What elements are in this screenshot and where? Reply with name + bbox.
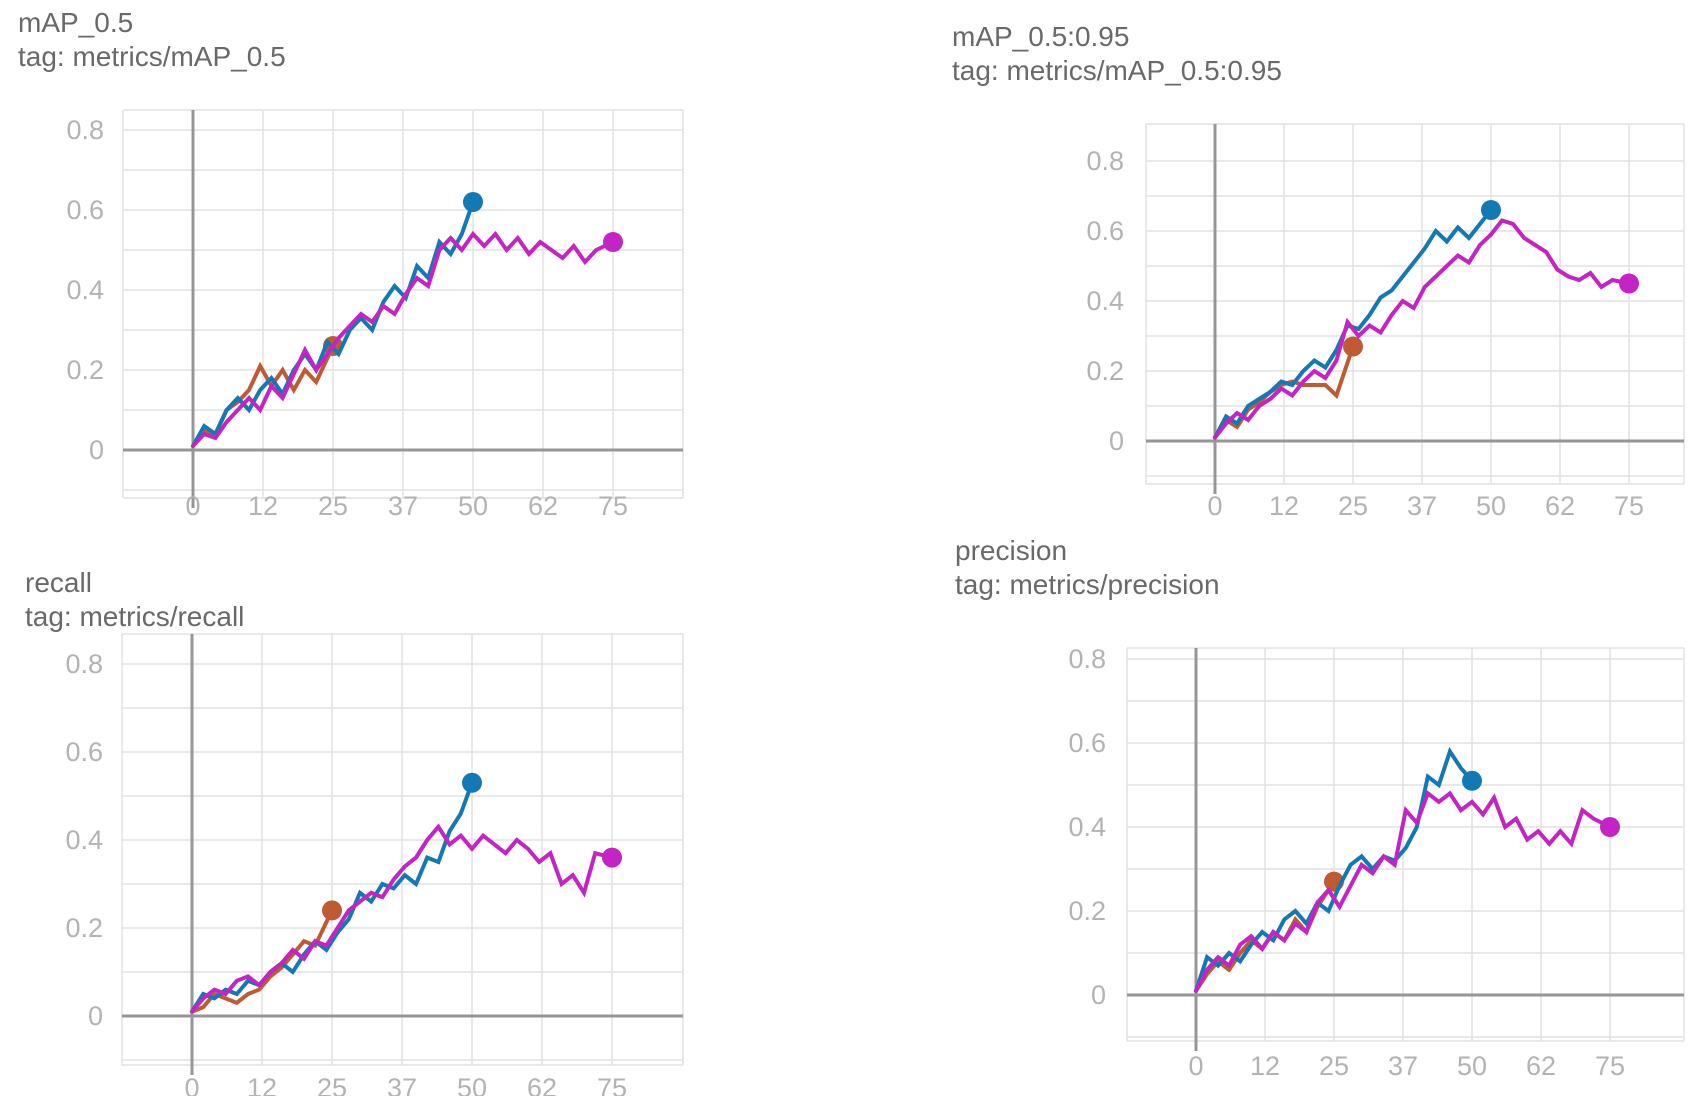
x-tick-label: 75: [1595, 1051, 1625, 1081]
endpoint-dot-magenta: [602, 847, 622, 868]
x-tick-label: 50: [1457, 1051, 1487, 1081]
y-tick-label: 0: [88, 1001, 103, 1031]
y-tick-label: 0.6: [65, 737, 103, 767]
x-tick-label: 75: [1614, 491, 1644, 521]
metric-tag: tag: metrics/recall: [25, 601, 245, 632]
y-tick-label: 0: [1091, 980, 1106, 1010]
y-tick-label: 0: [1109, 426, 1124, 456]
plot-area-recall[interactable]: [122, 634, 683, 1065]
chart-map_05_095: 0 12 25 37 50 62 75 0 0.2 0.4 0.6 0.8: [1086, 123, 1685, 521]
y-tick-label: 0.4: [66, 275, 104, 305]
x-tick-label: 0: [1207, 491, 1222, 521]
metric-title: mAP_0.5:0.95: [952, 21, 1130, 52]
y-tick-label: 0: [89, 435, 104, 465]
endpoint-dot-blue: [463, 192, 483, 212]
y-tick-label: 0.6: [1068, 728, 1106, 758]
y-tick-label: 0.4: [1068, 812, 1106, 842]
x-tick-label: 12: [1250, 1051, 1280, 1081]
x-tick-label: 50: [457, 1073, 487, 1096]
x-tick-label: 62: [528, 491, 558, 521]
chart-header-recall: recall tag: metrics/recall: [25, 566, 244, 634]
endpoint-dot-blue: [1462, 770, 1482, 791]
plot-area-map_05[interactable]: [123, 110, 683, 498]
x-tick-label: 50: [458, 491, 488, 521]
series-line-orange: [1213, 344, 1355, 440]
x-tick-label: 75: [598, 491, 628, 521]
plot-area-precision[interactable]: [1127, 648, 1684, 1041]
x-tick-label: 25: [1319, 1051, 1349, 1081]
y-tick-label: 0.6: [1086, 216, 1124, 246]
metric-tag: tag: metrics/mAP_0.5: [18, 41, 286, 72]
chart-recall: 0 12 25 37 50 62 75 0 0.2 0.4 0.6 0.8: [65, 633, 684, 1096]
x-tick-label: 50: [1476, 491, 1506, 521]
y-tick-label: 0.2: [1068, 896, 1106, 926]
y-tick-label: 0.2: [66, 355, 104, 385]
endpoint-dot-orange: [322, 900, 342, 921]
chart-header-map_05_095: mAP_0.5:0.95 tag: metrics/mAP_0.5:0.95: [952, 20, 1282, 88]
y-tick-label: 0.8: [1068, 644, 1106, 674]
x-tick-label: 37: [1388, 1051, 1418, 1081]
x-tick-label: 75: [597, 1073, 627, 1096]
x-tick-label: 62: [1545, 491, 1575, 521]
endpoint-dot-magenta: [1600, 817, 1620, 837]
chart-precision: 0 12 25 37 50 62 75 0 0.2 0.4 0.6 0.8: [1068, 644, 1685, 1081]
x-tick-label: 12: [248, 491, 278, 521]
x-tick-label: 25: [1338, 491, 1368, 521]
series-line-orange: [190, 908, 334, 1014]
x-tick-label: 62: [527, 1073, 557, 1096]
y-tick-label: 0.8: [1086, 146, 1124, 176]
endpoint-dot-magenta: [603, 232, 623, 252]
series-line-blue: [190, 780, 474, 1014]
endpoint-dot-blue: [462, 772, 482, 793]
metric-title: recall: [25, 567, 92, 598]
x-tick-label: 37: [1407, 491, 1437, 521]
chart-header-precision: precision tag: metrics/precision: [955, 534, 1220, 602]
x-tick-label: 12: [1269, 491, 1299, 521]
series-line-magenta: [1213, 218, 1631, 440]
metric-title: precision: [955, 535, 1068, 566]
metric-tag: tag: metrics/precision: [955, 569, 1220, 600]
y-tick-label: 0.6: [66, 195, 104, 225]
x-tick-label: 62: [1526, 1051, 1556, 1081]
x-tick-label: 12: [247, 1073, 277, 1096]
y-tick-label: 0.2: [1086, 356, 1124, 386]
x-tick-label: 37: [387, 1073, 417, 1096]
x-tick-label: 0: [184, 1073, 199, 1096]
x-tick-label: 25: [318, 491, 348, 521]
chart-map_05: 0 12 25 37 50 62 75 0 0.2 0.4 0.6 0.8: [66, 109, 684, 521]
series-line-magenta: [191, 230, 615, 448]
y-tick-label: 0.2: [65, 913, 103, 943]
x-tick-label: 0: [1188, 1051, 1203, 1081]
x-tick-label: 37: [388, 491, 418, 521]
plot-area-map_05_095[interactable]: [1146, 124, 1684, 484]
y-tick-label: 0.4: [1086, 286, 1124, 316]
endpoint-dot-orange: [1343, 336, 1363, 357]
chart-header-map_05: mAP_0.5 tag: metrics/mAP_0.5: [18, 6, 286, 74]
x-tick-label: 25: [317, 1073, 347, 1096]
endpoint-dot-blue: [1481, 200, 1501, 220]
x-tick-label: 0: [185, 491, 200, 521]
endpoint-dot-magenta: [1619, 273, 1639, 294]
y-tick-label: 0.8: [65, 649, 103, 679]
y-tick-label: 0.4: [65, 825, 103, 855]
series-line-magenta: [1194, 790, 1612, 993]
metric-title: mAP_0.5: [18, 7, 134, 38]
y-tick-label: 0.8: [66, 115, 104, 145]
series-line-magenta: [190, 823, 614, 1014]
metric-tag: tag: metrics/mAP_0.5:0.95: [952, 55, 1282, 86]
